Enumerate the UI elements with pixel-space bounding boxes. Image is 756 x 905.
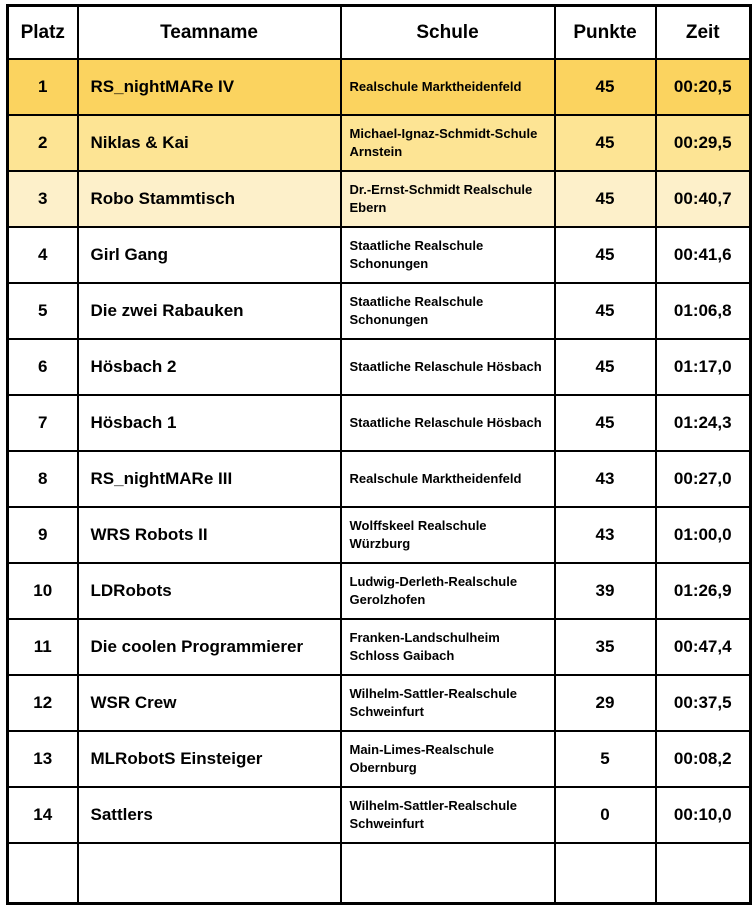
table-header-row: Platz Teamname Schule Punkte Zeit — [6, 4, 752, 60]
column-header-schule: Schule — [339, 4, 556, 60]
table-cell-schule: Michael-Ignaz-Schmidt-Schule Arnstein — [339, 114, 556, 172]
table-row: 7 Hösbach 1 Staatliche Relaschule Hösbach 4… — [6, 394, 752, 452]
table-cell-platz: 14 — [6, 786, 79, 844]
results-table-container: Platz Teamname Schule Punkte Zeit 1 RS_ni… — [6, 4, 752, 905]
table-cell-schule: Wilhelm-Sattler-Realschule Schweinfurt — [339, 786, 556, 844]
table-row: 8 RS_nightMARe III Realschule Marktheidenf… — [6, 450, 752, 508]
partial-clipped-row — [6, 842, 752, 905]
table-cell-platz: 7 — [6, 394, 79, 452]
results-table: Platz Teamname Schule Punkte Zeit 1 RS_ni… — [6, 4, 752, 905]
table-row: 9 WRS Robots II Wolffskeel Realschule Würz… — [6, 506, 752, 564]
table-cell-punkte: 43 — [553, 450, 657, 508]
table-cell-zeit: 01:17,0 — [654, 338, 752, 396]
table-cell-platz: 13 — [6, 730, 79, 788]
table-cell-schule: Wolffskeel Realschule Würzburg — [339, 506, 556, 564]
table-cell-punkte: 45 — [553, 170, 657, 228]
table-cell-teamname: RS_nightMARe IV — [76, 58, 342, 116]
table-cell-teamname: RS_nightMARe III — [76, 450, 342, 508]
table-cell-schule: Staatliche Realschule Schonungen — [339, 226, 556, 284]
table-cell-platz: 9 — [6, 506, 79, 564]
table-cell-zeit: 00:47,4 — [654, 618, 752, 676]
table-cell-schule: Staatliche Realschule Schonungen — [339, 282, 556, 340]
table-cell-zeit: 00:27,0 — [654, 450, 752, 508]
table-cell-teamname: WSR Crew — [76, 674, 342, 732]
table-cell-punkte: 39 — [553, 562, 657, 620]
table-cell-teamname: LDRobots — [76, 562, 342, 620]
table-cell-teamname: MLRobotS Einsteiger — [76, 730, 342, 788]
table-cell-zeit: 00:20,5 — [654, 58, 752, 116]
table-cell-zeit: 01:06,8 — [654, 282, 752, 340]
table-cell-platz: 6 — [6, 338, 79, 396]
table-cell-platz: 3 — [6, 170, 79, 228]
table-cell-punkte: 45 — [553, 338, 657, 396]
table-cell-platz: 12 — [6, 674, 79, 732]
table-cell-platz: 2 — [6, 114, 79, 172]
table-cell-teamname: Girl Gang — [76, 226, 342, 284]
table-cell-teamname: Robo Stammtisch — [76, 170, 342, 228]
table-cell-punkte: 45 — [553, 226, 657, 284]
table-row: 3 Robo Stammtisch Dr.-Ernst-Schmidt Realsc… — [6, 170, 752, 228]
table-cell-zeit: 00:10,0 — [654, 786, 752, 844]
table-cell-schule: Staatliche Relaschule Hösbach — [339, 394, 556, 452]
table-cell-punkte: 5 — [553, 730, 657, 788]
table-cell-schule: Ludwig-Derleth-Realschule Gerolzhofen — [339, 562, 556, 620]
table-cell-platz: 1 — [6, 58, 79, 116]
table-cell-teamname: Niklas & Kai — [76, 114, 342, 172]
table-row: 11 Die coolen Programmierer Franken-Landsc… — [6, 618, 752, 676]
table-cell-zeit: 01:24,3 — [654, 394, 752, 452]
table-cell-platz: 4 — [6, 226, 79, 284]
table-row: 1 RS_nightMARe IV Realschule Marktheidenfe… — [6, 58, 752, 116]
table-cell-platz: 11 — [6, 618, 79, 676]
table-cell-zeit: 01:26,9 — [654, 562, 752, 620]
table-cell-teamname: WRS Robots II — [76, 506, 342, 564]
table-cell-teamname: Hösbach 1 — [76, 394, 342, 452]
table-cell-zeit: 00:08,2 — [654, 730, 752, 788]
table-cell-punkte: 43 — [553, 506, 657, 564]
table-cell-teamname: Hösbach 2 — [76, 338, 342, 396]
table-cell-zeit: 00:41,6 — [654, 226, 752, 284]
table-cell-zeit: 01:00,0 — [654, 506, 752, 564]
table-row: 13 MLRobotS Einsteiger Main-Limes-Realschu… — [6, 730, 752, 788]
table-row: 14 Sattlers Wilhelm-Sattler-Realschule Sch… — [6, 786, 752, 844]
table-cell-platz: 5 — [6, 282, 79, 340]
table-cell-platz: 10 — [6, 562, 79, 620]
column-header-zeit: Zeit — [654, 4, 752, 60]
table-cell-schule: Main-Limes-Realschule Obernburg — [339, 730, 556, 788]
column-header-teamname: Teamname — [76, 4, 342, 60]
table-cell-zeit: 00:40,7 — [654, 170, 752, 228]
table-cell-punkte: 45 — [553, 394, 657, 452]
table-cell-zeit: 00:37,5 — [654, 674, 752, 732]
table-row: 10 LDRobots Ludwig-Derleth-Realschule Gero… — [6, 562, 752, 620]
table-cell-schule: Franken-Landschulheim Schloss Gaibach — [339, 618, 556, 676]
table-cell-teamname: Sattlers — [76, 786, 342, 844]
table-row: 5 Die zwei Rabauken Staatliche Realschule … — [6, 282, 752, 340]
table-cell-schule: Realschule Marktheidenfeld — [339, 450, 556, 508]
table-cell-teamname: Die zwei Rabauken — [76, 282, 342, 340]
table-cell-punkte: 35 — [553, 618, 657, 676]
table-cell-zeit: 00:29,5 — [654, 114, 752, 172]
table-cell-schule: Wilhelm-Sattler-Realschule Schweinfurt — [339, 674, 556, 732]
table-cell-platz: 8 — [6, 450, 79, 508]
table-cell-schule: Realschule Marktheidenfeld — [339, 58, 556, 116]
table-cell-teamname: Die coolen Programmierer — [76, 618, 342, 676]
table-row: 12 WSR Crew Wilhelm-Sattler-Realschule Sch… — [6, 674, 752, 732]
table-cell-schule: Dr.-Ernst-Schmidt Realschule Ebern — [339, 170, 556, 228]
table-cell-schule: Staatliche Relaschule Hösbach — [339, 338, 556, 396]
table-cell-punkte: 0 — [553, 786, 657, 844]
table-cell-punkte: 45 — [553, 114, 657, 172]
table-row: 2 Niklas & Kai Michael-Ignaz-Schmidt-Schul… — [6, 114, 752, 172]
table-row: 6 Hösbach 2 Staatliche Relaschule Hösbach 4… — [6, 338, 752, 396]
column-header-punkte: Punkte — [553, 4, 657, 60]
table-row: 4 Girl Gang Staatliche Realschule Schonung… — [6, 226, 752, 284]
table-cell-punkte: 45 — [553, 282, 657, 340]
column-header-platz: Platz — [6, 4, 79, 60]
table-cell-punkte: 45 — [553, 58, 657, 116]
table-cell-punkte: 29 — [553, 674, 657, 732]
